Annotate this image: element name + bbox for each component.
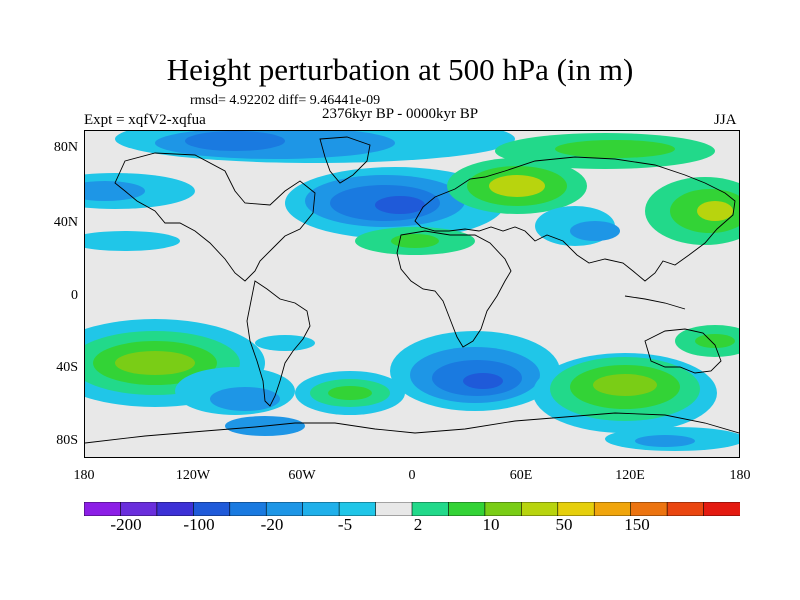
colorbar-swatch — [521, 502, 559, 516]
colorbar-swatch — [84, 502, 122, 516]
lon-label-120e: 120E — [615, 468, 645, 483]
colorbar-swatch — [302, 502, 340, 516]
lon-label-180w: 180 — [73, 468, 95, 483]
coastlines — [85, 136, 739, 444]
eurasia-high — [355, 133, 739, 255]
colorbar-swatch — [411, 502, 450, 516]
colorbar-label: 150 — [624, 515, 650, 534]
lon-label-120w: 120W — [175, 468, 211, 483]
colorbar-swatch — [484, 502, 522, 516]
map-panel — [84, 130, 740, 458]
plot-title: Height perturbation at 500 hPa (in m) — [166, 52, 634, 87]
colorbar-swatch — [666, 502, 705, 516]
height-perturbation-map — [85, 131, 739, 457]
lon-label-180e: 180 — [729, 468, 751, 483]
indian-ocean-low — [390, 331, 560, 411]
south-indian-high — [533, 325, 739, 451]
south-pacific-high — [85, 319, 315, 436]
period-label: 2376kyr BP - 0000kyr BP — [322, 106, 479, 122]
colorbar-swatch — [229, 502, 267, 516]
lon-label-60w: 60W — [288, 468, 316, 483]
lat-label-0: 0 — [71, 288, 78, 303]
colorbar-swatch — [557, 502, 595, 516]
lat-label-80s: 80S — [56, 433, 78, 448]
colorbar-swatch — [120, 502, 158, 516]
lat-label-40s: 40S — [56, 360, 78, 375]
colorbar-label: 2 — [413, 515, 423, 534]
lon-label-60e: 60E — [509, 468, 533, 483]
colorbar-swatch — [156, 502, 194, 516]
lat-label-80n: 80N — [53, 140, 78, 155]
colorbar-swatch — [375, 502, 413, 516]
colorbar-label: -200 — [110, 515, 142, 534]
colorbar-label: -5 — [337, 515, 353, 534]
colorbar — [84, 502, 740, 516]
season-label: JJA — [714, 112, 737, 128]
lon-label-0: 0 — [408, 468, 416, 483]
colorbar-label: 50 — [555, 515, 573, 534]
experiment-label: Expt = xqfV2-xqfua — [84, 112, 206, 128]
colorbar-swatch — [703, 502, 740, 516]
colorbar-swatch — [448, 502, 486, 516]
colorbar-label: 10 — [482, 515, 500, 534]
colorbar-swatch — [265, 502, 304, 516]
north-pole-anomaly — [85, 131, 515, 251]
colorbar-swatch — [593, 502, 632, 516]
south-atlantic-high — [295, 371, 405, 415]
colorbar-swatch — [338, 502, 377, 516]
lat-label-40n: 40N — [53, 215, 78, 230]
colorbar-label: -100 — [183, 515, 215, 534]
colorbar-swatch — [630, 502, 668, 516]
colorbar-label: -20 — [260, 515, 284, 534]
stats-label: rmsd= 4.92202 diff= 9.46441e-09 — [190, 93, 381, 108]
colorbar-swatch — [193, 502, 231, 516]
